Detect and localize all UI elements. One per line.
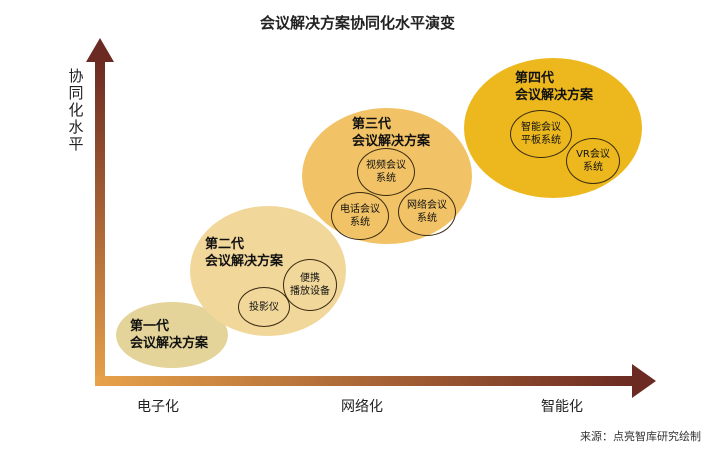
generation-3-title: 第三代 会议解决方案 (352, 117, 431, 149)
y-axis-arrowhead (86, 38, 114, 62)
x-axis-label-network: 网络化 (341, 399, 383, 415)
generation-2-title: 第二代 会议解决方案 (205, 237, 284, 269)
x-axis-label-intelligent: 智能化 (541, 399, 583, 415)
x-axis-label-electronic: 电子化 (137, 399, 179, 415)
page-title: 会议解决方案协同化水平演变 (259, 14, 455, 32)
y-axis-char: 同 (68, 84, 84, 102)
x-axis-arrowhead (632, 364, 656, 398)
bubble-phone-conference: 电话会议 系统 (331, 192, 389, 240)
y-axis-char: 化 (68, 101, 84, 119)
bubble-projector: 投影仪 (238, 287, 290, 327)
y-axis-char: 水 (68, 118, 84, 136)
generation-1-title: 第一代 会议解决方案 (130, 319, 209, 351)
bubble-web-conference: 网络会议 系统 (398, 188, 456, 236)
y-axis-char: 平 (68, 135, 84, 153)
bubble-portable-player: 便携 播放设备 (283, 259, 337, 311)
bubble-smart-panel: 智能会议 平板系统 (510, 110, 572, 158)
y-axis-shaft (95, 60, 105, 386)
bubble-vr-conference: VR会议 系统 (566, 138, 620, 184)
bubble-video-conference: 视频会议 系统 (357, 148, 415, 196)
generation-4-title: 第四代 会议解决方案 (515, 71, 594, 103)
x-axis-shaft (95, 376, 635, 386)
y-axis-char: 协 (68, 67, 84, 85)
y-axis-label: 协 同 化 水 平 (66, 68, 86, 153)
source-note: 来源：点亮智库研究绘制 (580, 430, 701, 443)
